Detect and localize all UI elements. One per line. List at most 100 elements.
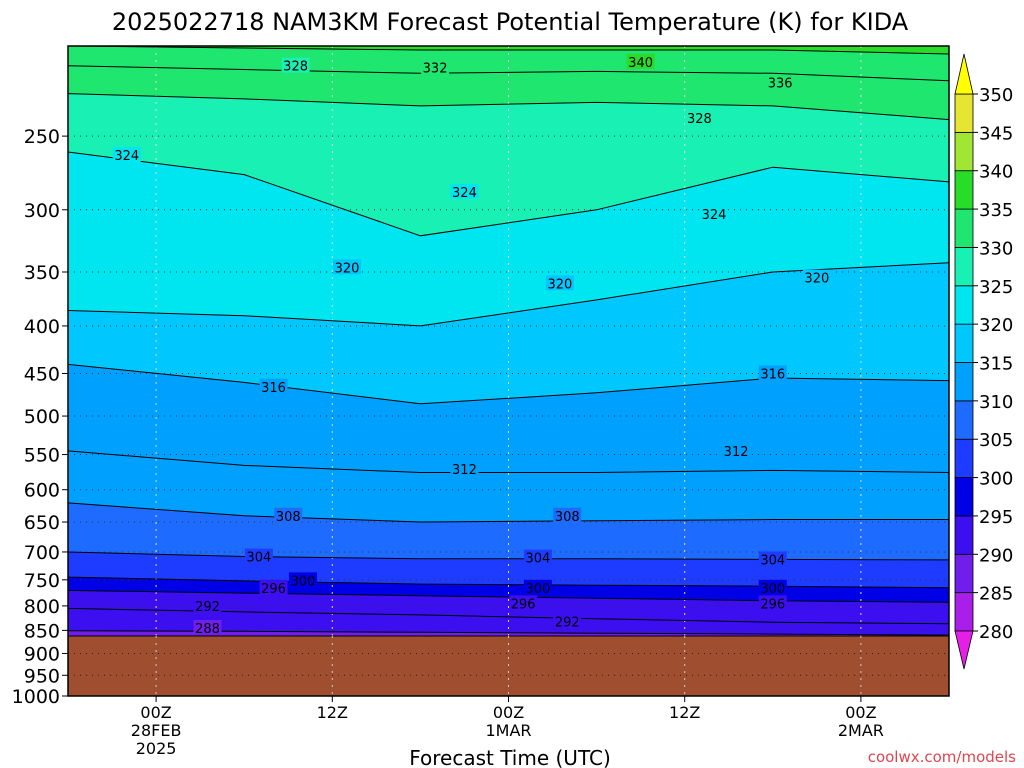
contour-label-bg bbox=[700, 205, 729, 221]
colorbar-band-345 bbox=[954, 93, 974, 133]
colorbar-band-295 bbox=[954, 477, 974, 517]
contour-label-bg bbox=[758, 551, 787, 567]
isentrope-lines bbox=[68, 38, 949, 636]
contour-label-292: 292 bbox=[555, 616, 580, 631]
contour-label-340: 340 bbox=[628, 56, 653, 71]
contour-label-bg bbox=[758, 595, 787, 611]
colorbar-band-315 bbox=[954, 323, 974, 363]
contour-label-308: 308 bbox=[555, 510, 580, 525]
contour-label-316: 316 bbox=[261, 381, 286, 396]
y-tick-label-650: 650 bbox=[24, 512, 60, 534]
contour-label-bg bbox=[450, 460, 479, 476]
colorbar-band-325 bbox=[954, 247, 974, 287]
colorbar-label-330: 330 bbox=[979, 238, 1013, 259]
contour-label-bg bbox=[193, 619, 222, 635]
contour-label-bg bbox=[259, 378, 288, 394]
y-tick-label-700: 700 bbox=[24, 542, 60, 564]
y-tick-label-250: 250 bbox=[24, 126, 60, 148]
isentrope-316 bbox=[68, 363, 949, 405]
colorbar-band-330 bbox=[954, 208, 974, 248]
colorbar-band-285 bbox=[954, 553, 974, 594]
colorbar-low-arrow bbox=[954, 630, 974, 670]
isentrope-308 bbox=[68, 502, 949, 523]
x-tick-label: 00Z bbox=[493, 703, 524, 722]
colorbar-label-310: 310 bbox=[979, 392, 1013, 413]
contour-label-bg bbox=[802, 269, 831, 285]
y-tick-label-900: 900 bbox=[24, 643, 60, 665]
colorbar: 280 285 290 295 300 305 310 315 320 325 330 335 340 3… bbox=[954, 53, 1013, 670]
y-tick-label-400: 400 bbox=[24, 316, 60, 338]
x-tick-date: 28FEB bbox=[131, 721, 182, 740]
colorbar-label-325: 325 bbox=[979, 277, 1013, 298]
contour-label-332: 332 bbox=[423, 62, 448, 77]
colorbar-band-300 bbox=[954, 438, 974, 478]
colorbar-label-280: 280 bbox=[979, 622, 1013, 643]
x-tick-label: 12Z bbox=[317, 703, 348, 722]
x-tick-label: 12Z bbox=[669, 703, 700, 722]
contour-label-320: 320 bbox=[335, 261, 360, 276]
x-tick-date: 1MAR bbox=[485, 721, 531, 740]
contour-label-304: 304 bbox=[525, 552, 550, 567]
colorbar-label-340: 340 bbox=[979, 162, 1013, 183]
colorbar-label-290: 290 bbox=[979, 545, 1013, 566]
y-tick-label-600: 600 bbox=[24, 480, 60, 502]
contour-label-328: 328 bbox=[687, 112, 712, 127]
contour-label-bg bbox=[421, 59, 450, 75]
colorbar-label-300: 300 bbox=[979, 469, 1013, 490]
colorbar-band-310 bbox=[954, 362, 974, 402]
isentrope-340 bbox=[68, 38, 949, 40]
contour-label-300: 300 bbox=[525, 582, 550, 597]
contour-label-324: 324 bbox=[114, 149, 139, 164]
y-tick-label-450: 450 bbox=[24, 364, 60, 386]
y-tick-label-1000: 1000 bbox=[12, 686, 60, 708]
contour-label-320: 320 bbox=[804, 272, 829, 287]
contour-label-bg bbox=[274, 507, 303, 523]
isentrope-304 bbox=[68, 551, 949, 561]
contour-label-324: 324 bbox=[702, 208, 727, 223]
isentrope-296 bbox=[68, 589, 949, 603]
isentrope-320 bbox=[68, 262, 949, 327]
colorbar-label-335: 335 bbox=[979, 200, 1013, 221]
isentrope-328 bbox=[68, 93, 949, 121]
contour-label-bg bbox=[288, 572, 317, 588]
contour-label-308: 308 bbox=[276, 510, 301, 525]
contour-label-bg bbox=[758, 365, 787, 381]
contour-label-304: 304 bbox=[246, 551, 271, 566]
credit-text: coolwx.com/models bbox=[868, 748, 1016, 766]
contour-label-304: 304 bbox=[760, 553, 785, 568]
contour-label-bg bbox=[244, 548, 273, 564]
isentrope-312 bbox=[68, 450, 949, 473]
colorbar-band-320 bbox=[954, 285, 974, 325]
contour-label-bg bbox=[523, 549, 552, 565]
contour-label-300: 300 bbox=[760, 582, 785, 597]
contour-label-320: 320 bbox=[547, 277, 572, 292]
y-tick-label-950: 950 bbox=[24, 665, 60, 687]
colorbar-label-345: 345 bbox=[979, 123, 1013, 144]
isentrope-300 bbox=[68, 576, 949, 589]
x-tick-label: 00Z bbox=[140, 703, 171, 722]
contour-label-316: 316 bbox=[760, 368, 785, 383]
x-tick-date: 2MAR bbox=[838, 721, 884, 740]
contour-label-bg bbox=[553, 613, 582, 629]
isentrope-324 bbox=[68, 151, 949, 237]
contour-label-296: 296 bbox=[511, 597, 536, 612]
contour-label-328: 328 bbox=[283, 60, 308, 75]
colorbar-band-290 bbox=[954, 515, 974, 555]
y-tick-label-350: 350 bbox=[24, 262, 60, 284]
isentrope-332 bbox=[68, 65, 949, 82]
contour-label-288: 288 bbox=[195, 622, 220, 637]
contour-label-bg bbox=[758, 579, 787, 595]
contour-label-bg bbox=[259, 579, 288, 595]
pressure-axis: 2503003504004505005506006507007508008509… bbox=[12, 126, 68, 708]
y-tick-label-750: 750 bbox=[24, 570, 60, 592]
x-axis-label: Forecast Time (UTC) bbox=[409, 746, 611, 768]
colorbar-label-350: 350 bbox=[979, 85, 1013, 106]
contour-label-bg bbox=[281, 57, 310, 73]
colorbar-band-280 bbox=[954, 592, 974, 632]
contour-label-bg bbox=[523, 579, 552, 595]
y-tick-label-500: 500 bbox=[24, 406, 60, 428]
y-tick-label-800: 800 bbox=[24, 596, 60, 618]
x-tick-year: 2025 bbox=[136, 739, 177, 758]
colorbar-label-285: 285 bbox=[979, 584, 1013, 605]
